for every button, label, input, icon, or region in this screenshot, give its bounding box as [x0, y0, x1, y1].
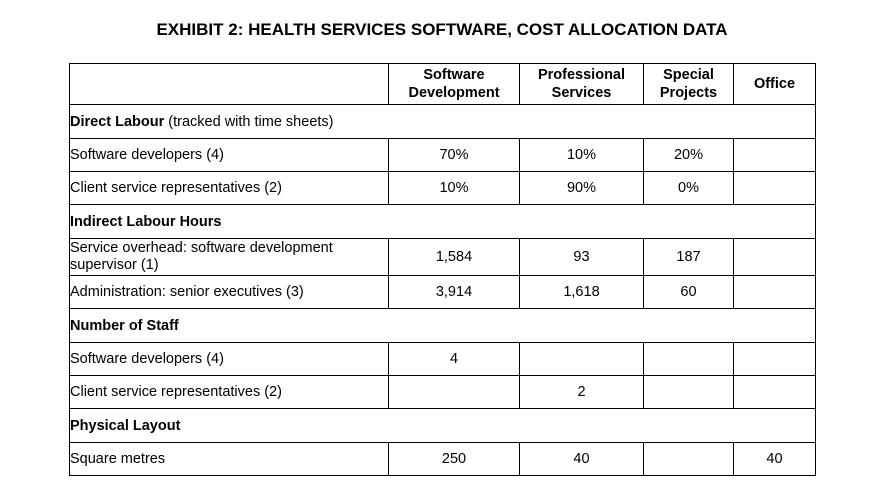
header-blank-cell [69, 63, 389, 105]
cell-office [733, 171, 816, 205]
cell-special-projects [643, 442, 734, 476]
row-label: Software developers (4) [69, 342, 389, 376]
section-label-indirect-labour: Indirect Labour Hours [69, 204, 816, 239]
cell-software-development [388, 375, 520, 409]
cell-office: 40 [733, 442, 816, 476]
cell-office [733, 375, 816, 409]
section-row-indirect-labour: Indirect Labour Hours [69, 204, 816, 239]
table-row: Client service representatives (2) 10% 9… [69, 171, 816, 205]
cell-special-projects [643, 342, 734, 376]
row-label: Software developers (4) [69, 138, 389, 172]
cell-special-projects: 60 [643, 275, 734, 309]
cell-software-development: 10% [388, 171, 520, 205]
header-professional-services: Professional Services [519, 63, 644, 105]
section-label-physical-layout: Physical Layout [69, 408, 816, 443]
row-label: Square metres [69, 442, 389, 476]
section-row-number-of-staff: Number of Staff [69, 308, 816, 343]
cell-special-projects [643, 375, 734, 409]
cell-office [733, 275, 816, 309]
cell-professional-services: 10% [519, 138, 644, 172]
section-note: (tracked with time sheets) [164, 113, 334, 130]
table-row: Software developers (4) 70% 10% 20% [69, 138, 816, 172]
cell-office [733, 342, 816, 376]
header-software-development: Software Development [388, 63, 520, 105]
table-row: Administration: senior executives (3) 3,… [69, 275, 816, 309]
section-label-direct-labour: Direct Labour (tracked with time sheets) [69, 104, 816, 139]
table-row: Client service representatives (2) 2 [69, 375, 816, 409]
header-special-projects: Special Projects [643, 63, 734, 105]
table-row: Software developers (4) 4 [69, 342, 816, 376]
header-professional-services-line1: Professional [537, 67, 626, 83]
section-row-direct-labour: Direct Labour (tracked with time sheets) [69, 104, 816, 139]
cell-professional-services: 1,618 [519, 275, 644, 309]
section-title: Direct Labour [70, 113, 165, 130]
header-professional-services-line2: Services [551, 85, 612, 101]
header-software-development-line2: Development [408, 85, 500, 101]
table-row: Service overhead: software development s… [69, 238, 816, 276]
row-label: Client service representatives (2) [69, 171, 389, 205]
cell-special-projects: 20% [643, 138, 734, 172]
cell-software-development: 4 [388, 342, 520, 376]
header-office: Office [733, 63, 816, 105]
header-special-projects-line1: Special [663, 67, 714, 83]
header-special-projects-line2: Projects [659, 85, 718, 101]
row-label: Client service representatives (2) [69, 375, 389, 409]
cell-professional-services [519, 342, 644, 376]
cell-professional-services: 2 [519, 375, 644, 409]
section-row-physical-layout: Physical Layout [69, 408, 816, 443]
row-label: Service overhead: software development s… [69, 238, 389, 276]
cell-software-development: 1,584 [388, 238, 520, 276]
section-label-number-of-staff: Number of Staff [69, 308, 816, 343]
row-label: Administration: senior executives (3) [69, 275, 389, 309]
cost-allocation-table: Software Development Professional Servic… [69, 63, 816, 476]
cell-special-projects: 0% [643, 171, 734, 205]
cell-office [733, 238, 816, 276]
table-row: Square metres 250 40 40 [69, 442, 816, 476]
header-software-development-line1: Software [423, 67, 485, 83]
cell-professional-services: 40 [519, 442, 644, 476]
cell-software-development: 3,914 [388, 275, 520, 309]
cell-software-development: 250 [388, 442, 520, 476]
header-row: Software Development Professional Servic… [69, 63, 816, 105]
cell-office [733, 138, 816, 172]
cell-professional-services: 90% [519, 171, 644, 205]
cell-software-development: 70% [388, 138, 520, 172]
cell-special-projects: 187 [643, 238, 734, 276]
exhibit-title: EXHIBIT 2: HEALTH SERVICES SOFTWARE, COS… [156, 20, 728, 39]
cell-professional-services: 93 [519, 238, 644, 276]
